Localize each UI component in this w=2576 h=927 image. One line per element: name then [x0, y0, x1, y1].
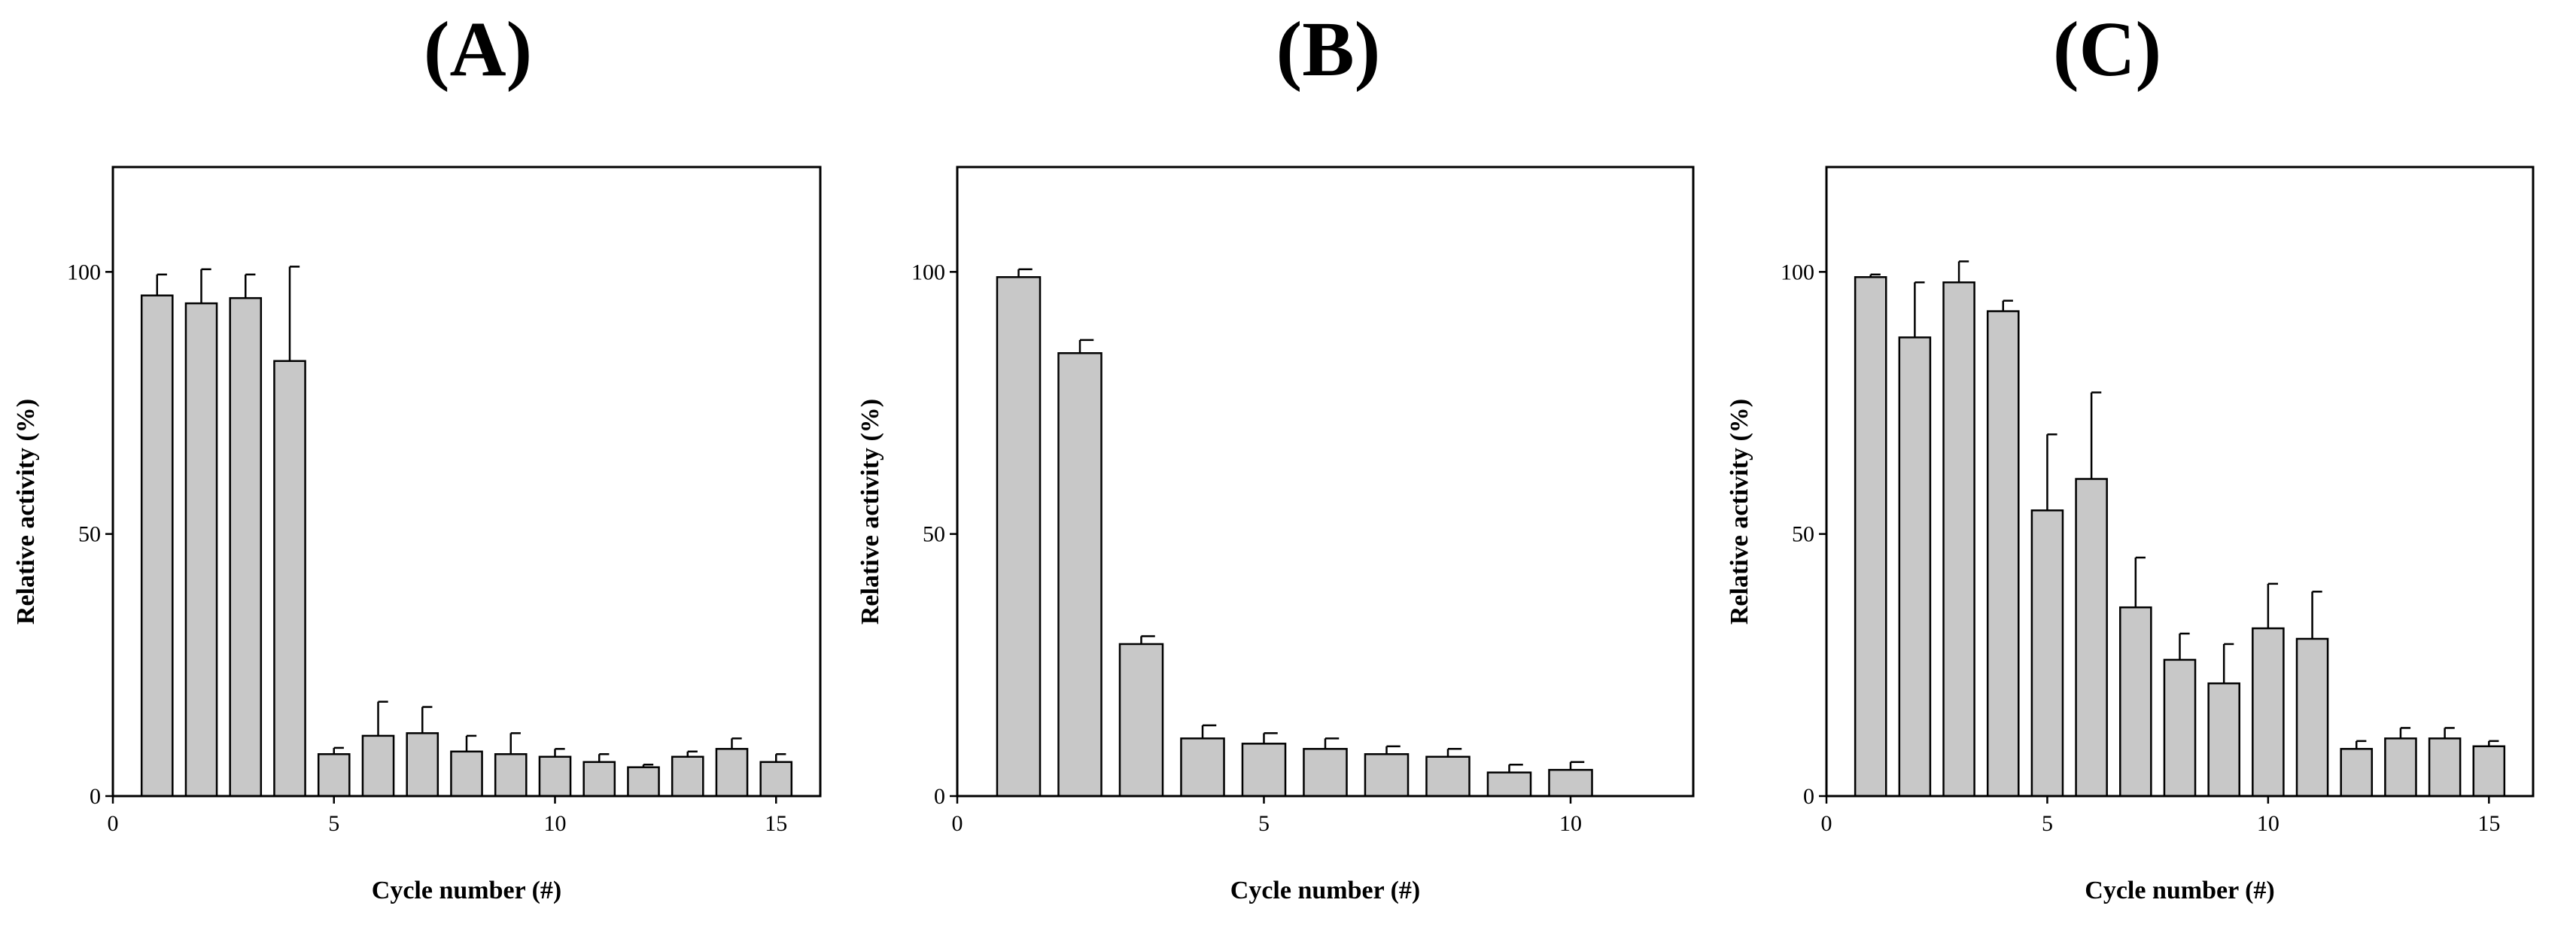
bar-cycle-4: [273, 360, 306, 798]
plot-frame: [1825, 166, 2535, 798]
y-axis-label: Relative activity (%): [12, 399, 40, 625]
bar-cycle-15: [2472, 745, 2506, 798]
x-tick-label: 10: [544, 811, 567, 836]
y-tick-label: 100: [1781, 260, 1814, 284]
bar-cycle-4: [1180, 737, 1225, 798]
plot-frame: [956, 166, 1695, 798]
chart-panel-3: (C) 0 5 10 15 0 50 100 Cycle number (#) Relative …: [1726, 6, 2535, 904]
plot-frame: [111, 166, 822, 798]
chart-panel-1: (A) 0 5 10 15 0 50 100 Cycle number (#) Relative …: [12, 6, 822, 904]
bar-cycle-8: [1425, 755, 1470, 798]
y-tick-label: 0: [1803, 784, 1814, 809]
y-tick-label: 0: [934, 784, 945, 809]
x-tick-label: 5: [1258, 811, 1270, 836]
bar-cycle-10: [1548, 768, 1593, 798]
bar-cycle-9: [1486, 771, 1532, 798]
x-tick-label: 5: [2042, 811, 2053, 836]
bar-cycle-12: [2340, 748, 2374, 798]
x-axis-label: Cycle number (#): [372, 877, 561, 904]
bar-cycle-2: [1057, 352, 1102, 798]
bar-cycle-9: [2207, 682, 2240, 798]
bar-cycle-3: [1118, 643, 1164, 798]
bar-cycle-13: [671, 755, 704, 798]
bar-cycle-5: [317, 753, 351, 798]
bar-cycle-7: [406, 732, 439, 798]
panel-title: (C): [2053, 6, 2161, 93]
bar-cycle-14: [715, 748, 749, 798]
bar-cycle-3: [1942, 281, 1975, 798]
bar-cycle-4: [1986, 310, 2020, 798]
y-tick-label: 50: [923, 522, 945, 547]
y-tick-label: 50: [78, 522, 101, 547]
bar-cycle-1: [1854, 276, 1887, 798]
y-tick-label: 50: [1792, 522, 1814, 547]
x-tick-label: 10: [1559, 811, 1582, 836]
x-axis-label: Cycle number (#): [2085, 877, 2274, 904]
panel-title: (A): [424, 6, 532, 93]
bar-cycle-12: [627, 766, 660, 798]
y-axis-label: Relative activity (%): [856, 399, 884, 625]
bar-cycle-8: [450, 750, 483, 798]
bar-cycle-11: [2295, 637, 2329, 798]
x-tick-label: 15: [765, 811, 787, 836]
bar-cycle-1: [140, 294, 174, 798]
y-tick-label: 100: [67, 260, 101, 284]
bar-cycle-11: [582, 761, 616, 798]
bar-cycle-10: [538, 755, 572, 798]
x-tick-label: 15: [2477, 811, 2500, 836]
bar-cycle-9: [494, 753, 528, 798]
x-axis-label: Cycle number (#): [1230, 877, 1420, 904]
bar-cycle-5: [2030, 509, 2064, 798]
x-tick-label: 0: [1821, 811, 1832, 836]
bar-cycle-6: [2075, 478, 2108, 798]
x-tick-label: 10: [2257, 811, 2279, 836]
bar-cycle-10: [2252, 627, 2285, 798]
bar-cycle-6: [1303, 748, 1348, 798]
y-axis-label: Relative activity (%): [1726, 399, 1753, 625]
bar-cycle-5: [1241, 743, 1287, 798]
panel-title: (B): [1276, 6, 1381, 93]
bar-cycle-2: [184, 302, 218, 798]
bar-cycle-13: [2384, 737, 2417, 798]
bar-cycle-14: [2428, 737, 2462, 798]
y-tick-label: 100: [911, 260, 945, 284]
bar-cycle-6: [361, 734, 395, 798]
bar-cycle-8: [2163, 658, 2197, 798]
y-tick-label: 0: [90, 784, 101, 809]
x-tick-label: 0: [952, 811, 963, 836]
x-tick-label: 0: [108, 811, 119, 836]
bar-cycle-1: [996, 276, 1042, 798]
bar-cycle-7: [2119, 606, 2152, 798]
bar-cycle-7: [1364, 753, 1410, 798]
bar-cycle-3: [229, 296, 263, 798]
bar-cycle-2: [1898, 336, 1932, 798]
bar-cycle-15: [759, 761, 793, 798]
x-tick-label: 5: [328, 811, 339, 836]
